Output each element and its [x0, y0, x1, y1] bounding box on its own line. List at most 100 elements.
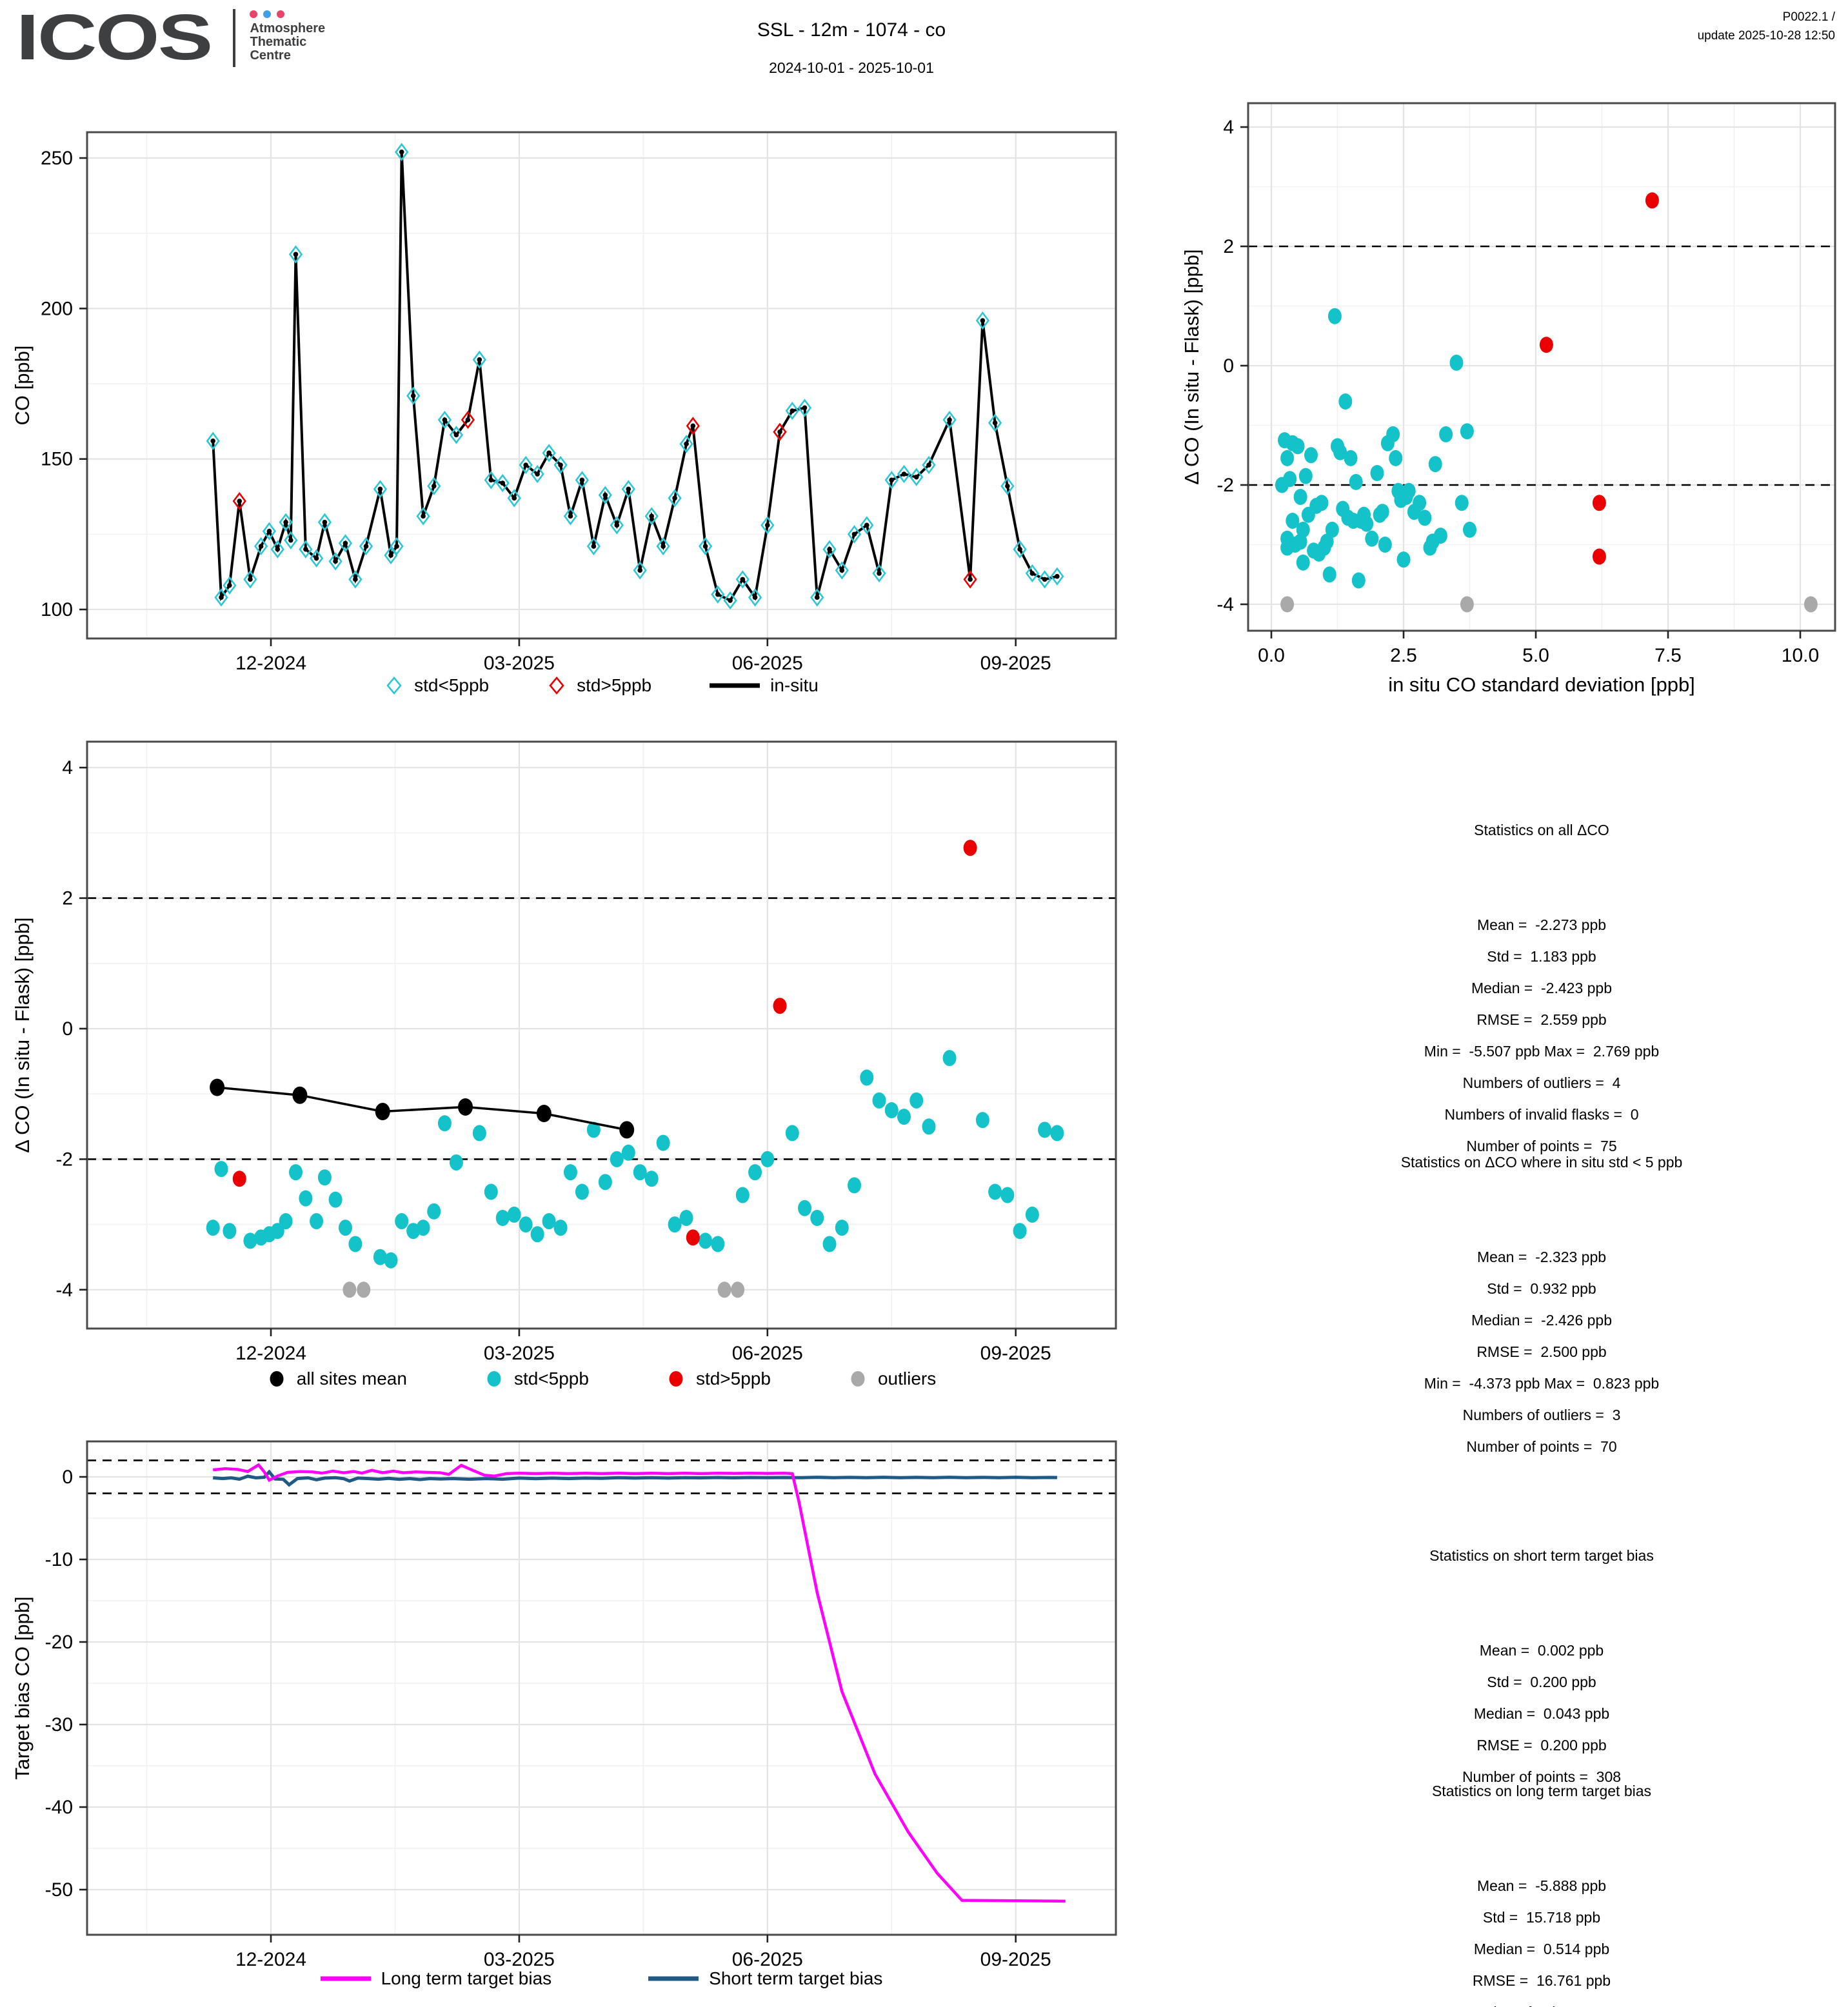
stats-line: Numbers of invalid flasks = 0 [1444, 1106, 1639, 1123]
std-lt5-point [1038, 1122, 1052, 1138]
std-lt5-point [214, 1161, 228, 1178]
series [206, 143, 1064, 610]
all-sites-mean-point [375, 1103, 390, 1121]
dot-icon [487, 1371, 501, 1387]
std-lt5-point [1460, 423, 1474, 440]
axis-ticks: 12-2024 03-2025 06-2025 09-2025 0 -10 -20 -30 -4… [45, 1467, 1051, 1970]
outlier-point [717, 1281, 731, 1298]
std-lt5-point [884, 1102, 899, 1118]
x-tick-label: 12-2024 [235, 1343, 306, 1364]
x-tick-label: 03-2025 [484, 1343, 555, 1364]
flask-marker-std-lt5 [427, 477, 441, 495]
stats-line: Std = 1.183 ppb [1487, 948, 1596, 965]
flask-marker-std-lt5 [942, 410, 957, 430]
std-lt5-point [1291, 438, 1305, 455]
std-lt5-point [679, 1209, 693, 1226]
std-lt5-point [1463, 521, 1476, 538]
stats-title: Statistics on long term target bias [1431, 1783, 1652, 1799]
std-lt5-point [542, 1213, 556, 1230]
flask-marker-std-lt5 [437, 410, 452, 430]
std-lt5-point [942, 1050, 957, 1067]
std-lt5-point [988, 1183, 1002, 1200]
y-tick-label: -40 [45, 1797, 73, 1818]
co-timeseries-legend: std<5ppb std>5ppb in-situ [87, 675, 1116, 697]
std-gt5-point [1592, 495, 1606, 511]
title-block: SSL - 12m - 1074 - co 2024-10-01 - 2025-… [757, 19, 946, 77]
outlier-point [343, 1281, 357, 1298]
dot-icon [270, 1371, 284, 1387]
flask-marker-std-lt5 [668, 489, 682, 508]
logo-dots-icon [250, 10, 325, 18]
x-tick-label: 06-2025 [732, 1949, 803, 1970]
std-lt5-point [1296, 554, 1310, 571]
std-lt5-point [860, 1069, 874, 1086]
long-term-bias-line [212, 1463, 1066, 1903]
x-tick-label: 06-2025 [732, 653, 803, 674]
std-lt5-point [1370, 465, 1384, 481]
std-lt5-point [785, 1125, 799, 1142]
series [206, 840, 1064, 1298]
logo-divider [233, 9, 236, 67]
y-axis-title: Δ CO (In situ - Flask) [ppb] [11, 917, 34, 1152]
flask-marker-std-lt5 [610, 516, 624, 535]
std-lt5-point [1320, 533, 1334, 550]
std-gt5-point [1539, 337, 1553, 353]
std-lt5-point [206, 1220, 220, 1236]
std-gt5-point [686, 1229, 700, 1246]
outlier-point [357, 1281, 371, 1298]
flask-marker-std-lt5 [206, 431, 220, 450]
line-icon [320, 1976, 371, 1981]
stats-line: Min = -4.373 ppb Max = 0.823 ppb [1424, 1375, 1660, 1392]
outlier-point [1280, 596, 1295, 613]
std-lt5-point [760, 1151, 775, 1167]
flask-marker-std-lt5 [284, 531, 298, 549]
flask-marker-std-lt5 [373, 480, 388, 499]
std-lt5-point [1344, 450, 1358, 466]
flask-marker-std-lt5 [416, 507, 430, 526]
y-tick-label: -30 [45, 1714, 73, 1735]
x-tick-label: 10.0 [1782, 645, 1819, 666]
outlier-point [1460, 596, 1474, 613]
grid-minor [87, 742, 1116, 1329]
std-lt5-point [872, 1092, 886, 1109]
std-lt5-point [338, 1220, 352, 1236]
dco-timeseries-chart: 12-2024 03-2025 06-2025 09-2025 -4 -2 0 2 4 Δ CO … [11, 740, 1117, 1364]
x-tick-label: 2.5 [1390, 645, 1417, 666]
grid-minor [1248, 103, 1835, 631]
y-tick-label: 0 [62, 1467, 73, 1488]
flask-marker-std-lt5 [586, 537, 601, 556]
flask-marker-std-lt5 [1050, 567, 1064, 586]
target-bias-chart: 12-2024 03-2025 06-2025 09-2025 0 -10 -20 -30 -4… [11, 1440, 1117, 1970]
panel-border [86, 740, 1117, 1330]
std-lt5-point [1315, 495, 1329, 511]
std-lt5-point [621, 1144, 635, 1161]
stats-line: Median = -2.426 ppb [1471, 1312, 1613, 1329]
std-lt5-point [1050, 1125, 1064, 1142]
flask-marker-std-lt5 [406, 386, 421, 405]
flask-marker-std-gt5 [461, 410, 475, 430]
std-lt5-point [1413, 495, 1427, 511]
x-tick-label: 12-2024 [235, 653, 306, 674]
std-lt5-point [437, 1115, 452, 1132]
std-lt5-point [1386, 426, 1400, 442]
y-tick-label: 4 [1223, 117, 1234, 138]
dco-vs-std-scatter-chart: 0.0 2.5 5.0 7.5 10.0 -4 -2 0 2 4 Δ CO (In situ - F… [1180, 102, 1836, 696]
y-tick-label: -20 [45, 1632, 73, 1653]
dot-icon [851, 1371, 865, 1387]
legend-label: std>5ppb [695, 1369, 771, 1389]
flask-marker-std-lt5 [884, 471, 899, 489]
y-tick-label: 0 [62, 1018, 73, 1040]
legend-item: std<5ppb [484, 1369, 589, 1389]
flask-marker-std-lt5 [288, 245, 303, 264]
std-lt5-point [484, 1183, 498, 1200]
std-lt5-point [1286, 513, 1300, 529]
version-id: P0022.1 / [1782, 10, 1835, 24]
std-lt5-point [810, 1209, 824, 1226]
flask-marker-std-lt5 [338, 534, 353, 553]
all-sites-mean-point [619, 1121, 635, 1139]
flask-marker-std-lt5 [449, 426, 464, 444]
flask-marker-std-lt5 [975, 311, 990, 330]
x-tick-label: 03-2025 [484, 653, 555, 674]
flask-marker-std-lt5 [598, 486, 612, 504]
std-lt5-point [1389, 450, 1403, 466]
